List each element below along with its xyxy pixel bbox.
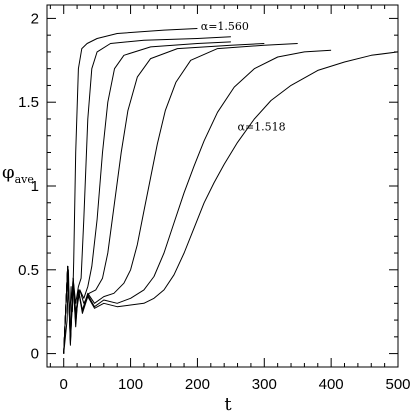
y-tick-label: 0 [31, 346, 39, 363]
x-tick-label: 100 [118, 376, 143, 393]
y-tick-label: 1.5 [18, 94, 39, 111]
x-tick-label: 400 [319, 376, 344, 393]
y-tick-label: 1 [31, 178, 39, 195]
series-line-6 [63, 49, 332, 354]
x-tick-label: 300 [252, 376, 277, 393]
series-line-7 [63, 51, 399, 354]
annotation-label: α=1.560 [201, 20, 249, 33]
axis-ticks: 0 100 200 300 400 500 0 0.5 1 1.5 2 [18, 5, 411, 393]
y-tick-label: 0.5 [18, 262, 39, 279]
annotation-label: α=1.518 [238, 121, 286, 134]
series-line-3 [63, 41, 231, 354]
y-tick-label: 2 [31, 10, 39, 27]
y-axis-label-subscript: ave [15, 173, 34, 186]
x-tick-label: 0 [60, 376, 68, 393]
series-line-4 [63, 43, 265, 354]
series-group [63, 28, 399, 354]
y-axis-label-symbol: φ [2, 162, 15, 183]
x-tick-label: 500 [385, 376, 410, 393]
x-tick-label: 200 [185, 376, 210, 393]
x-axis-label: t [224, 394, 232, 415]
y-axis-label: φave [2, 162, 34, 186]
annotations-group: α=1.560 α=1.518 [201, 20, 286, 134]
